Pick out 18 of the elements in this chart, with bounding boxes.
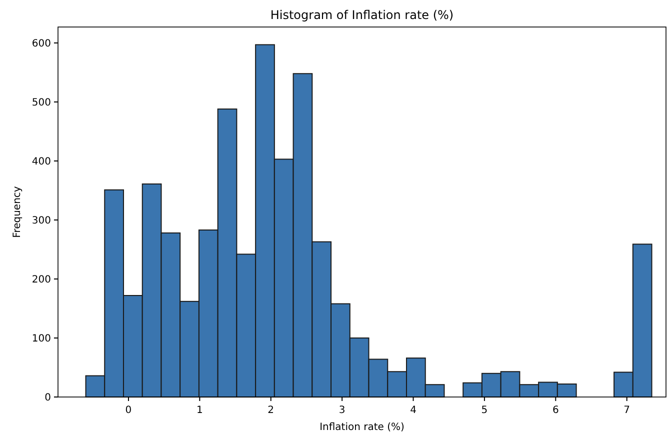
x-tick-label: 1 bbox=[196, 405, 203, 416]
y-tick-label: 300 bbox=[32, 215, 51, 226]
x-tick-label: 0 bbox=[125, 405, 132, 416]
x-tick-label: 4 bbox=[410, 405, 416, 416]
chart-title: Histogram of Inflation rate (%) bbox=[270, 8, 454, 22]
y-tick-label: 100 bbox=[32, 333, 51, 344]
x-tick-label: 2 bbox=[268, 405, 274, 416]
y-tick-label: 200 bbox=[32, 274, 51, 286]
x-tick-label: 6 bbox=[552, 405, 559, 416]
x-axis-title: Inflation rate (%) bbox=[320, 422, 405, 433]
x-tick-label: 5 bbox=[481, 405, 488, 416]
y-tick-label: 600 bbox=[32, 38, 51, 50]
x-tick-label: 7 bbox=[624, 405, 630, 416]
y-tick-label: 500 bbox=[32, 97, 51, 108]
y-axis-title: Frequency bbox=[12, 186, 23, 238]
x-tick-label: 3 bbox=[338, 405, 346, 416]
y-tick-label: 0 bbox=[44, 392, 51, 404]
y-tick-label: 400 bbox=[32, 156, 51, 168]
